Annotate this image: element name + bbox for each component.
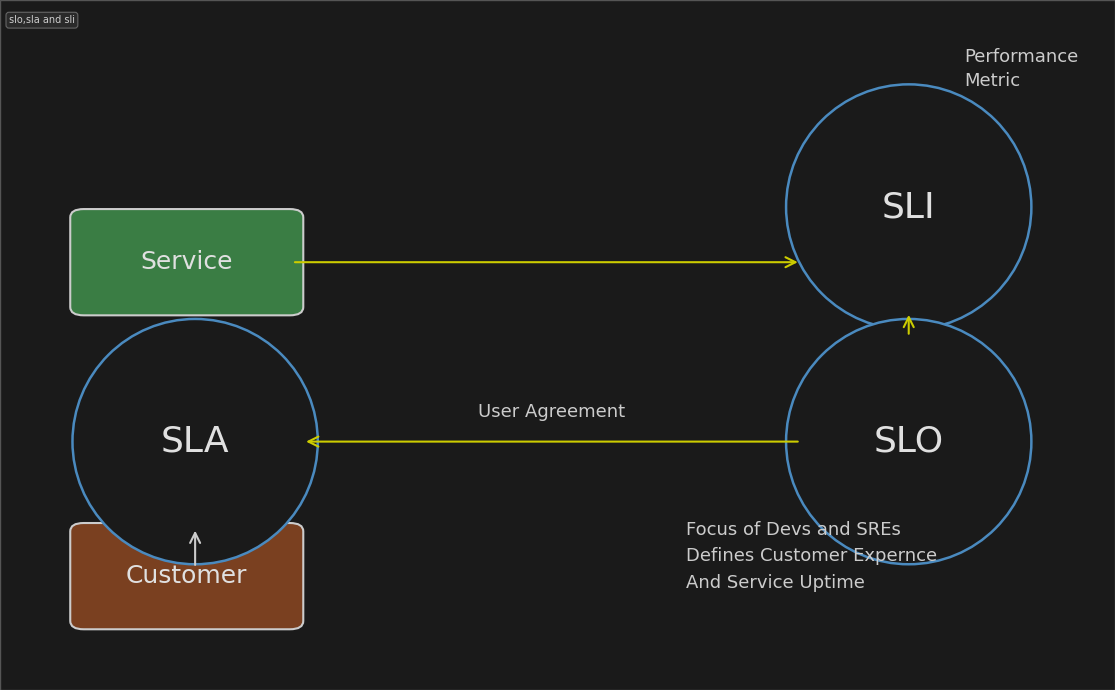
Text: Performance
Metric: Performance Metric: [964, 48, 1078, 90]
Text: SLO: SLO: [874, 424, 943, 459]
Text: User Agreement: User Agreement: [478, 403, 626, 421]
FancyBboxPatch shape: [70, 523, 303, 629]
Ellipse shape: [786, 84, 1031, 330]
Text: SLI: SLI: [882, 190, 935, 224]
Text: slo,sla and sli: slo,sla and sli: [9, 15, 75, 25]
Text: Service: Service: [140, 250, 233, 274]
Text: SLA: SLA: [161, 424, 230, 459]
Ellipse shape: [72, 319, 318, 564]
FancyBboxPatch shape: [70, 209, 303, 315]
Ellipse shape: [786, 319, 1031, 564]
Text: Focus of Devs and SREs
Defines Customer Expernce
And Service Uptime: Focus of Devs and SREs Defines Customer …: [686, 521, 937, 592]
Text: Customer: Customer: [126, 564, 248, 588]
